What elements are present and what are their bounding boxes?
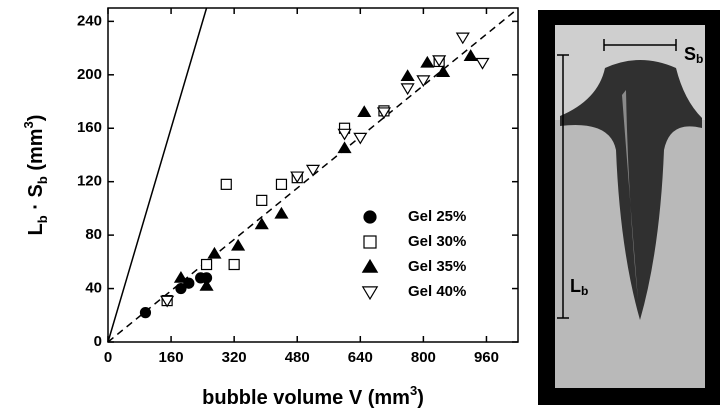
legend-label: Gel 30% <box>408 233 466 250</box>
legend-marker <box>363 210 377 224</box>
point <box>254 217 269 230</box>
legend-label: Gel 25% <box>408 208 466 225</box>
y-tick-label: 0 <box>94 333 102 350</box>
point <box>420 55 435 68</box>
point <box>256 194 268 206</box>
photo-length-label: Lb <box>570 276 588 298</box>
photo-bubble <box>560 60 702 320</box>
point <box>305 164 321 177</box>
point <box>436 65 451 77</box>
point <box>220 178 232 190</box>
plot-frame <box>107 7 519 343</box>
label-part: 3 <box>21 121 36 128</box>
legend-label: Gel 35% <box>408 258 466 275</box>
x-tick-label: 800 <box>411 349 436 366</box>
label-part: ) <box>25 115 47 122</box>
y-tick-label: 80 <box>85 226 102 243</box>
point <box>353 132 368 145</box>
point <box>200 258 213 271</box>
label-part: · S <box>25 184 47 215</box>
label-part: (mm <box>25 128 47 176</box>
x-axis-label: bubble volume V (mm3) <box>202 383 424 409</box>
label-part: b <box>35 176 50 184</box>
point <box>475 57 490 70</box>
legend-marker <box>361 258 379 273</box>
y-tick-label: 160 <box>77 119 102 136</box>
point <box>199 278 214 291</box>
label-part: 3 <box>410 383 417 398</box>
label-part: ) <box>417 387 424 409</box>
point <box>400 83 415 96</box>
x-tick-label: 640 <box>348 349 373 366</box>
y-tick-label: 200 <box>77 66 102 83</box>
point <box>228 258 240 271</box>
x-tick-label: 320 <box>222 349 247 366</box>
label-part: L <box>25 223 47 235</box>
point <box>376 107 392 120</box>
label-part: b <box>35 215 50 223</box>
legend-label: Gel 40% <box>408 283 466 300</box>
x-tick-label: 960 <box>474 349 499 366</box>
point <box>455 32 470 45</box>
point <box>337 128 352 141</box>
x-tick-label: 480 <box>285 349 310 366</box>
point <box>173 270 188 283</box>
point <box>160 295 175 308</box>
point <box>416 75 431 88</box>
y-tick-label: 40 <box>85 280 102 297</box>
point <box>432 55 447 68</box>
x-tick-label: 0 <box>104 349 112 366</box>
legend-marker <box>363 235 377 249</box>
photo-highlight <box>622 90 638 300</box>
y-tick-label: 120 <box>77 173 102 190</box>
y-axis-label: Lb · Sb (mm3) <box>21 115 50 236</box>
point <box>463 49 478 61</box>
point <box>275 178 288 190</box>
photo-width-label: Sb <box>684 44 703 66</box>
x-tick-label: 160 <box>159 349 184 366</box>
point <box>207 246 222 259</box>
point <box>290 171 305 184</box>
point <box>274 206 289 219</box>
fit-line <box>107 7 208 343</box>
point <box>337 141 352 154</box>
point <box>175 282 187 295</box>
point <box>231 238 246 251</box>
y-tick-label: 240 <box>77 12 102 29</box>
label-part: bubble volume V (mm <box>202 387 410 409</box>
legend-marker <box>361 286 379 301</box>
point <box>357 105 372 118</box>
point <box>139 307 152 319</box>
point <box>400 69 415 81</box>
